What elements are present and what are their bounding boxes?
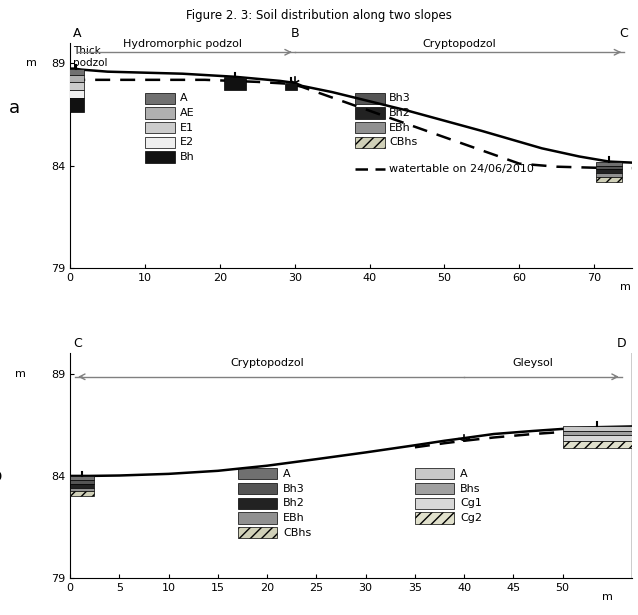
- Bar: [596, 173, 622, 177]
- Bar: [237, 527, 277, 538]
- Bar: [596, 169, 622, 173]
- Bar: [596, 165, 622, 169]
- Bar: [563, 435, 632, 441]
- Text: m: m: [15, 369, 26, 379]
- Text: EBh: EBh: [389, 122, 411, 133]
- Bar: [145, 137, 175, 148]
- Bar: [355, 137, 385, 148]
- Text: Cryptopodzol: Cryptopodzol: [230, 357, 304, 368]
- Bar: [563, 441, 632, 448]
- Bar: [355, 108, 385, 119]
- Bar: [69, 90, 84, 98]
- Bar: [415, 468, 454, 480]
- Text: Hydromorphic podzol: Hydromorphic podzol: [123, 39, 242, 49]
- Text: watertable on 24/06/2010: watertable on 24/06/2010: [389, 164, 534, 174]
- Bar: [596, 177, 622, 182]
- Text: Cg1: Cg1: [460, 498, 482, 509]
- Bar: [145, 122, 175, 133]
- Bar: [70, 488, 94, 491]
- Bar: [69, 98, 84, 111]
- Text: A: A: [179, 93, 187, 103]
- Text: m: m: [620, 282, 631, 292]
- Text: Bh3: Bh3: [389, 93, 411, 103]
- Text: C: C: [619, 27, 628, 40]
- Bar: [355, 122, 385, 133]
- Text: Bh: Bh: [179, 152, 194, 162]
- Bar: [145, 93, 175, 104]
- Bar: [237, 468, 277, 480]
- Text: b: b: [0, 467, 2, 485]
- Text: Bh2: Bh2: [283, 498, 305, 509]
- Text: Bh3: Bh3: [283, 483, 305, 494]
- Bar: [224, 77, 246, 90]
- Bar: [237, 483, 277, 494]
- Text: A: A: [73, 27, 81, 40]
- Bar: [415, 512, 454, 523]
- Bar: [237, 512, 277, 523]
- Text: Bhs: Bhs: [460, 483, 481, 494]
- Bar: [355, 93, 385, 104]
- Bar: [70, 484, 94, 488]
- Text: Gleysol: Gleysol: [513, 357, 554, 368]
- Text: a: a: [8, 100, 20, 117]
- Bar: [563, 426, 632, 430]
- Bar: [70, 476, 94, 480]
- Text: AE: AE: [179, 108, 194, 118]
- Bar: [563, 430, 632, 435]
- Text: EBh: EBh: [283, 513, 305, 523]
- Text: m: m: [602, 592, 613, 603]
- Text: CBhs: CBhs: [283, 528, 311, 538]
- Bar: [415, 498, 454, 509]
- Text: C: C: [73, 337, 82, 350]
- Text: D: D: [617, 337, 627, 350]
- Text: Thick
podzol: Thick podzol: [73, 46, 108, 68]
- Bar: [415, 483, 454, 494]
- Text: CBhs: CBhs: [389, 137, 417, 148]
- Text: B: B: [290, 27, 299, 40]
- Bar: [285, 83, 297, 90]
- Bar: [237, 498, 277, 509]
- Bar: [145, 151, 175, 163]
- Bar: [69, 75, 84, 82]
- Text: Figure 2. 3: Soil distribution along two slopes: Figure 2. 3: Soil distribution along two…: [186, 9, 452, 22]
- Text: E1: E1: [179, 122, 193, 133]
- Text: A: A: [460, 469, 468, 479]
- Text: m: m: [26, 58, 36, 68]
- Bar: [70, 491, 94, 496]
- Text: E2: E2: [179, 137, 193, 148]
- Text: Cryptopodzol: Cryptopodzol: [422, 39, 496, 49]
- Text: Cg2: Cg2: [460, 513, 482, 523]
- Bar: [596, 162, 622, 165]
- Bar: [145, 108, 175, 119]
- Bar: [70, 480, 94, 484]
- Bar: [69, 69, 84, 75]
- Text: Bh2: Bh2: [389, 108, 411, 118]
- Text: A: A: [283, 469, 290, 479]
- Bar: [69, 82, 84, 90]
